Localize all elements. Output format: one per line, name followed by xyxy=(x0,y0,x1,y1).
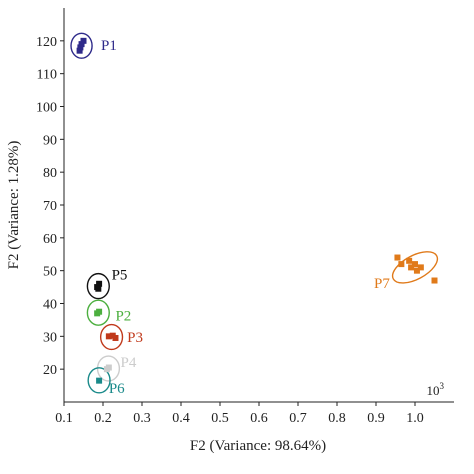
x-tick-label: 0.2 xyxy=(94,411,112,426)
cluster-ellipse-p5 xyxy=(86,272,110,300)
data-point-p7 xyxy=(413,267,420,274)
x-tick-label: 0.9 xyxy=(367,411,385,426)
data-point-p7 xyxy=(394,254,401,261)
y-tick-label: 120 xyxy=(36,35,57,50)
x-tick-label: 0.5 xyxy=(211,411,229,426)
y-tick-label: 90 xyxy=(43,133,57,148)
data-point-p1 xyxy=(76,47,83,54)
y-tick-label: 40 xyxy=(43,298,57,313)
cluster-label-p6: P6 xyxy=(109,381,125,397)
data-point-p5 xyxy=(95,285,102,292)
data-point-p7 xyxy=(431,277,438,284)
cluster-label-p2: P2 xyxy=(115,309,131,325)
x-tick-label: 0.6 xyxy=(250,411,268,426)
x-tick-label: 0.8 xyxy=(328,411,346,426)
data-point-p7 xyxy=(398,261,405,268)
scale-note-exponent: 3 xyxy=(440,381,445,391)
x-tick-label: 0.1 xyxy=(55,411,73,426)
data-point-p1 xyxy=(77,44,84,51)
x-tick-label: 0.3 xyxy=(133,411,151,426)
y-axis-ticks: 20 30 40 50 60 70 80 90 100 110 120 xyxy=(36,35,64,378)
cluster-ellipse-p7 xyxy=(391,251,439,284)
y-tick-label: 30 xyxy=(43,330,57,345)
data-point-p1 xyxy=(80,37,87,44)
data-point-p7 xyxy=(406,257,413,264)
y-tick-label: 60 xyxy=(43,232,57,247)
data-points xyxy=(76,37,438,384)
cluster-label-p7: P7 xyxy=(374,276,390,292)
cluster-label-p3: P3 xyxy=(127,330,143,346)
cluster-ellipse-p1 xyxy=(70,32,93,59)
cluster-label-p5: P5 xyxy=(112,268,128,284)
data-point-p4 xyxy=(105,364,112,371)
axes xyxy=(63,8,454,403)
scale-note: 103 xyxy=(427,381,445,398)
cluster-ellipse-p2 xyxy=(86,299,110,326)
y-tick-label: 50 xyxy=(43,265,57,280)
data-point-p7 xyxy=(417,264,424,271)
cluster-ellipse-p3 xyxy=(99,323,124,351)
x-tick-label: 0.7 xyxy=(289,411,307,426)
y-tick-label: 110 xyxy=(37,68,57,83)
data-point-p2 xyxy=(96,308,103,315)
cluster-labels: P1 P5 P2 P3 P4 P6 P7 xyxy=(101,38,390,397)
y-axis-title: F2 (Variance: 1.28%) xyxy=(6,141,22,270)
data-point-p3 xyxy=(112,334,119,341)
scale-note-base: 10 xyxy=(427,383,440,398)
x-tick-label: 0.4 xyxy=(172,411,190,426)
data-point-p7 xyxy=(408,264,415,271)
data-point-p6 xyxy=(96,377,103,384)
x-axis-ticks: 0.1 0.2 0.3 0.4 0.5 0.6 0.7 0.8 0.9 1.0 xyxy=(55,402,424,426)
y-tick-label: 100 xyxy=(36,101,57,116)
data-point-p7 xyxy=(412,261,418,268)
cluster-ellipse-p6 xyxy=(87,367,111,394)
cluster-ellipses xyxy=(70,32,439,394)
cluster-label-p1: P1 xyxy=(101,38,117,54)
data-point-p3 xyxy=(105,333,112,340)
data-point-p1 xyxy=(78,41,85,48)
x-axis-title: F2 (Variance: 98.64%) xyxy=(190,438,326,454)
y-tick-label: 20 xyxy=(43,363,57,378)
y-tick-label: 70 xyxy=(43,199,57,214)
data-point-p5 xyxy=(96,280,103,287)
y-tick-label: 80 xyxy=(43,166,57,181)
x-tick-label: 1.0 xyxy=(406,411,424,426)
cluster-label-p4: P4 xyxy=(121,355,137,371)
